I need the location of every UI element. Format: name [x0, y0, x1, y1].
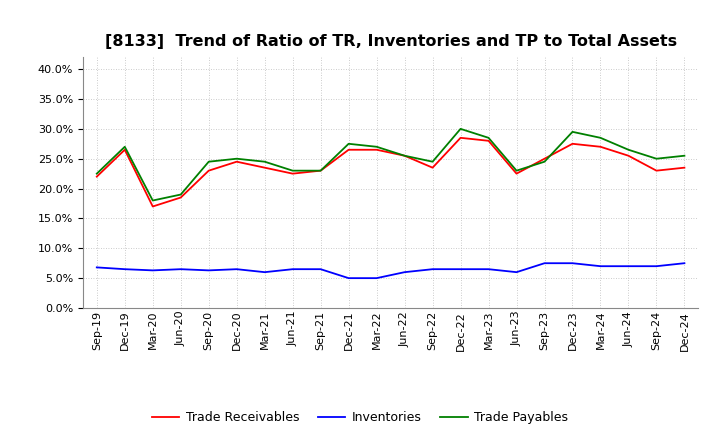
- Inventories: [372, 275, 381, 281]
- Trade Payables: [372, 144, 381, 150]
- Trade Receivables: [652, 168, 661, 173]
- Inventories: [92, 265, 101, 270]
- Trade Receivables: [261, 165, 269, 170]
- Line: Inventories: Inventories: [96, 263, 685, 278]
- Inventories: [316, 267, 325, 272]
- Inventories: [512, 270, 521, 275]
- Trade Receivables: [400, 153, 409, 158]
- Inventories: [596, 264, 605, 269]
- Inventories: [204, 268, 213, 273]
- Inventories: [428, 267, 437, 272]
- Trade Receivables: [148, 204, 157, 209]
- Line: Trade Receivables: Trade Receivables: [96, 138, 685, 206]
- Inventories: [233, 267, 241, 272]
- Trade Receivables: [624, 153, 633, 158]
- Trade Payables: [261, 159, 269, 164]
- Trade Receivables: [680, 165, 689, 170]
- Trade Receivables: [92, 174, 101, 179]
- Trade Receivables: [485, 138, 493, 143]
- Trade Payables: [204, 159, 213, 164]
- Trade Receivables: [512, 171, 521, 176]
- Trade Payables: [680, 153, 689, 158]
- Inventories: [288, 267, 297, 272]
- Trade Payables: [485, 135, 493, 140]
- Trade Receivables: [120, 147, 129, 152]
- Trade Payables: [652, 156, 661, 161]
- Trade Receivables: [344, 147, 353, 152]
- Trade Payables: [316, 168, 325, 173]
- Trade Receivables: [428, 165, 437, 170]
- Trade Payables: [176, 192, 185, 197]
- Trade Receivables: [204, 168, 213, 173]
- Inventories: [624, 264, 633, 269]
- Trade Payables: [344, 141, 353, 147]
- Trade Payables: [288, 168, 297, 173]
- Trade Payables: [400, 153, 409, 158]
- Trade Receivables: [288, 171, 297, 176]
- Inventories: [400, 270, 409, 275]
- Line: Trade Payables: Trade Payables: [96, 129, 685, 201]
- Trade Receivables: [176, 195, 185, 200]
- Trade Payables: [148, 198, 157, 203]
- Inventories: [176, 267, 185, 272]
- Inventories: [540, 260, 549, 266]
- Inventories: [652, 264, 661, 269]
- Trade Receivables: [596, 144, 605, 150]
- Inventories: [568, 260, 577, 266]
- Trade Receivables: [233, 159, 241, 164]
- Trade Receivables: [372, 147, 381, 152]
- Legend: Trade Receivables, Inventories, Trade Payables: Trade Receivables, Inventories, Trade Pa…: [147, 407, 573, 429]
- Inventories: [485, 267, 493, 272]
- Inventories: [344, 275, 353, 281]
- Inventories: [120, 267, 129, 272]
- Trade Receivables: [540, 156, 549, 161]
- Trade Payables: [428, 159, 437, 164]
- Trade Payables: [233, 156, 241, 161]
- Trade Receivables: [316, 168, 325, 173]
- Trade Payables: [568, 129, 577, 135]
- Inventories: [680, 260, 689, 266]
- Trade Payables: [540, 159, 549, 164]
- Trade Payables: [456, 126, 465, 132]
- Trade Payables: [512, 168, 521, 173]
- Title: [8133]  Trend of Ratio of TR, Inventories and TP to Total Assets: [8133] Trend of Ratio of TR, Inventories…: [104, 34, 677, 49]
- Trade Receivables: [568, 141, 577, 147]
- Trade Payables: [92, 171, 101, 176]
- Trade Payables: [596, 135, 605, 140]
- Inventories: [456, 267, 465, 272]
- Trade Receivables: [456, 135, 465, 140]
- Trade Payables: [120, 144, 129, 150]
- Inventories: [148, 268, 157, 273]
- Inventories: [261, 270, 269, 275]
- Trade Payables: [624, 147, 633, 152]
